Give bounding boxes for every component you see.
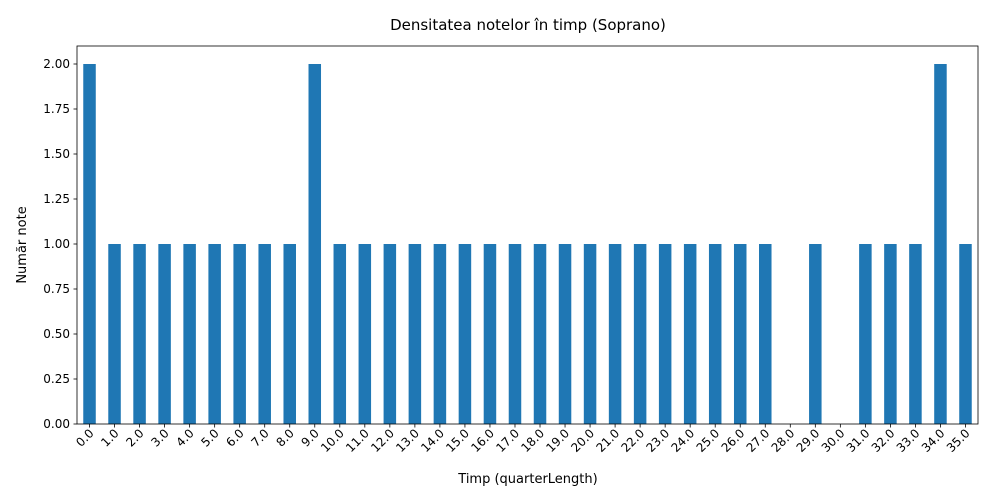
x-tick-label: 29.0 — [794, 426, 823, 455]
bar — [884, 244, 897, 424]
bar — [733, 244, 747, 424]
bar — [859, 244, 872, 424]
bar — [483, 244, 497, 424]
x-tick-label: 35.0 — [944, 426, 973, 455]
y-tick-label: 0.25 — [43, 372, 70, 386]
x-tick-label: 1.0 — [98, 426, 121, 449]
y-tick-label: 1.50 — [43, 147, 70, 161]
x-tick-label: 8.0 — [273, 426, 296, 449]
x-tick-label: 32.0 — [869, 426, 898, 455]
y-tick-label: 0.50 — [43, 327, 70, 341]
y-tick-label: 1.00 — [43, 237, 70, 251]
x-axis-label: Timp (quarterLength) — [457, 472, 597, 487]
x-tick-label: 26.0 — [719, 426, 748, 455]
bar — [608, 244, 622, 424]
x-tick-label: 7.0 — [248, 426, 271, 449]
plot-area: 0.000.250.500.751.001.251.501.752.000.0 1… — [43, 45, 979, 455]
bar — [108, 244, 121, 424]
x-tick-label: 28.0 — [769, 426, 798, 455]
x-tick-label: 22.0 — [618, 426, 647, 455]
bar — [558, 244, 572, 424]
x-tick-label: 24.0 — [669, 426, 698, 455]
y-axis-label: Număr note — [15, 206, 30, 283]
y-tick-label: 0.75 — [43, 282, 70, 296]
bar — [283, 244, 296, 424]
bar — [233, 244, 246, 424]
x-tick-label: 14.0 — [418, 426, 447, 455]
x-tick-label: 3.0 — [148, 426, 171, 449]
x-tick-label: 21.0 — [593, 426, 622, 455]
x-tick-label: 4.0 — [173, 426, 196, 449]
x-tick-label: 20.0 — [568, 426, 597, 455]
bar — [934, 64, 947, 424]
bar — [408, 244, 422, 424]
x-tick-label: 13.0 — [393, 426, 422, 455]
bar — [258, 244, 271, 424]
bar — [658, 244, 672, 424]
bar — [358, 244, 372, 424]
bar — [533, 244, 547, 424]
x-tick-label: 25.0 — [694, 426, 723, 455]
x-tick-label: 19.0 — [543, 426, 572, 455]
x-tick-label: 16.0 — [468, 426, 497, 455]
x-tick-label: 18.0 — [518, 426, 547, 455]
bar — [759, 244, 772, 424]
chart-title: Densitatea notelor în timp (Soprano) — [390, 16, 666, 34]
bar — [383, 244, 397, 424]
x-tick-label: 5.0 — [198, 426, 221, 449]
bar — [333, 244, 347, 424]
bar — [208, 244, 221, 424]
x-tick-label: 34.0 — [919, 426, 948, 455]
x-tick-label: 6.0 — [223, 426, 246, 449]
x-tick-label: 33.0 — [894, 426, 923, 455]
bar — [433, 244, 447, 424]
x-tick-label: 11.0 — [343, 426, 372, 455]
bar — [308, 64, 322, 424]
bar — [133, 244, 146, 424]
bar — [909, 244, 922, 424]
bar — [583, 244, 597, 424]
x-tick-label: 31.0 — [844, 426, 873, 455]
x-tick-label: 2.0 — [123, 426, 146, 449]
bar — [508, 244, 522, 424]
bar — [683, 244, 697, 424]
x-tick-label: 0.0 — [73, 426, 96, 449]
bar — [183, 244, 196, 424]
axes-frame — [76, 45, 979, 425]
y-tick-label: 0.00 — [43, 417, 70, 431]
bar — [809, 244, 822, 424]
y-tick-label: 2.00 — [43, 57, 70, 71]
bar — [83, 64, 96, 424]
y-tick-label: 1.25 — [43, 192, 70, 206]
bar — [158, 244, 171, 424]
bar — [959, 244, 972, 424]
x-tick-label: 15.0 — [443, 426, 472, 455]
x-tick-label: 27.0 — [744, 426, 773, 455]
x-tick-label: 12.0 — [368, 426, 397, 455]
y-tick-label: 1.75 — [43, 102, 70, 116]
x-tick-label: 23.0 — [643, 426, 672, 455]
bar — [458, 244, 472, 424]
x-tick-label: 30.0 — [819, 426, 848, 455]
x-tick-label: 17.0 — [493, 426, 522, 455]
bar — [633, 244, 647, 424]
bar — [708, 244, 722, 424]
x-tick-label: 10.0 — [318, 426, 347, 455]
